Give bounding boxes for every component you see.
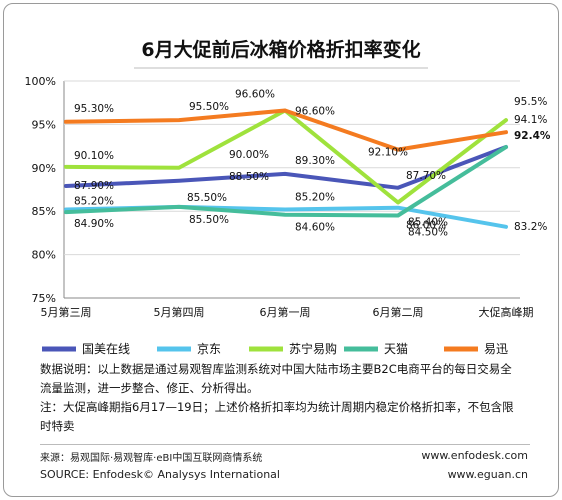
data-note: 数据说明：以上数据是通过易观智库监测系统对中国大陆市场主要B2C电商平台的每日交…	[40, 360, 540, 436]
y-tick-label: 95%	[32, 118, 56, 131]
data-label: 85.50%	[189, 214, 229, 226]
data-label: 85.50%	[187, 192, 227, 204]
legend-label: 国美在线	[82, 342, 130, 356]
data-label: 95.5%	[514, 96, 547, 108]
url-enfodesk[interactable]: www.enfodesk.com	[421, 449, 528, 462]
legend: 国美在线 京东 苏宁易购 天猫 易迅	[42, 341, 508, 356]
y-tick-label: 80%	[32, 249, 56, 262]
data-label: 85.20%	[295, 191, 335, 203]
x-tick-label: 6月第一周	[260, 305, 311, 319]
source-en: SOURCE: Enfodesk© Analysys International	[40, 468, 280, 481]
legend-label: 易迅	[484, 342, 508, 356]
x-tick-label: 6月第二周	[373, 305, 424, 319]
legend-label: 天猫	[384, 342, 408, 356]
data-label: 84.60%	[295, 222, 335, 234]
source-cn: 来源：易观国际·易观智库·eBI中国互联网商情系统	[40, 453, 263, 464]
data-label: 88.50%	[229, 171, 269, 183]
plot-area: 75% 80% 85% 90% 95% 100% 5月第三周 5月第四周 6月第一周 6月第二周 大…	[25, 75, 551, 319]
x-tick-label: 5月第三周	[41, 305, 92, 319]
data-note-line-1: 数据说明：以上数据是通过易观智库监测系统对中国大陆市场主要B2C电商平台的每日交…	[40, 362, 512, 376]
y-tick-label: 85%	[32, 205, 56, 218]
y-tick-label: 75%	[32, 292, 56, 305]
data-label: 85.40%	[408, 217, 448, 229]
data-label: 96.60%	[295, 106, 335, 118]
data-label: 90.00%	[229, 149, 269, 161]
data-label: 85.20%	[74, 195, 114, 207]
chart-frame: 6月大促前后冰箱价格折扣率变化 75% 80% 85% 90% 95% 100% 5月第三周…	[3, 3, 559, 497]
data-note-line-2: 流量监测，进一步整合、修正、分析得出。	[40, 381, 259, 395]
data-label: 87.70%	[406, 170, 446, 182]
chart-svg: 6月大促前后冰箱价格折扣率变化 75% 80% 85% 90% 95% 100% 5月第三周…	[25, 38, 551, 356]
chart-title: 6月大促前后冰箱价格折扣率变化	[141, 38, 420, 61]
data-label: 89.30%	[295, 155, 335, 167]
series-line	[64, 108, 508, 152]
data-label: 95.50%	[189, 101, 229, 113]
data-note-line-3: 注：大促高峰期指6月17—19日；上述价格折扣率均为统计周期内稳定价格折扣率，不…	[40, 400, 514, 414]
legend-label: 京东	[197, 342, 221, 356]
data-label: 96.60%	[235, 89, 275, 101]
data-label: 83.2%	[514, 221, 547, 233]
url-eguan[interactable]: www.eguan.cn	[447, 468, 528, 481]
data-label: 84.90%	[74, 218, 114, 230]
legend-label: 苏宁易购	[289, 341, 337, 356]
data-label: 95.30%	[74, 103, 114, 115]
data-label: 87.90%	[74, 180, 114, 192]
footer-divider	[40, 444, 530, 445]
series-line	[64, 145, 508, 218]
x-tick-label: 大促高峰期	[479, 305, 534, 319]
data-label: 90.10%	[74, 150, 114, 162]
data-label: 92.10%	[368, 147, 408, 159]
y-tick-label: 90%	[32, 162, 56, 175]
x-tick-label: 5月第四周	[154, 305, 205, 319]
data-label: 84.50%	[408, 227, 448, 239]
y-tick-label: 100%	[25, 75, 56, 88]
data-label: 86.00%	[406, 220, 446, 232]
data-label: 92.4%	[514, 130, 551, 142]
data-label: 94.1%	[514, 114, 547, 126]
data-note-line-4: 时特卖	[40, 419, 75, 433]
